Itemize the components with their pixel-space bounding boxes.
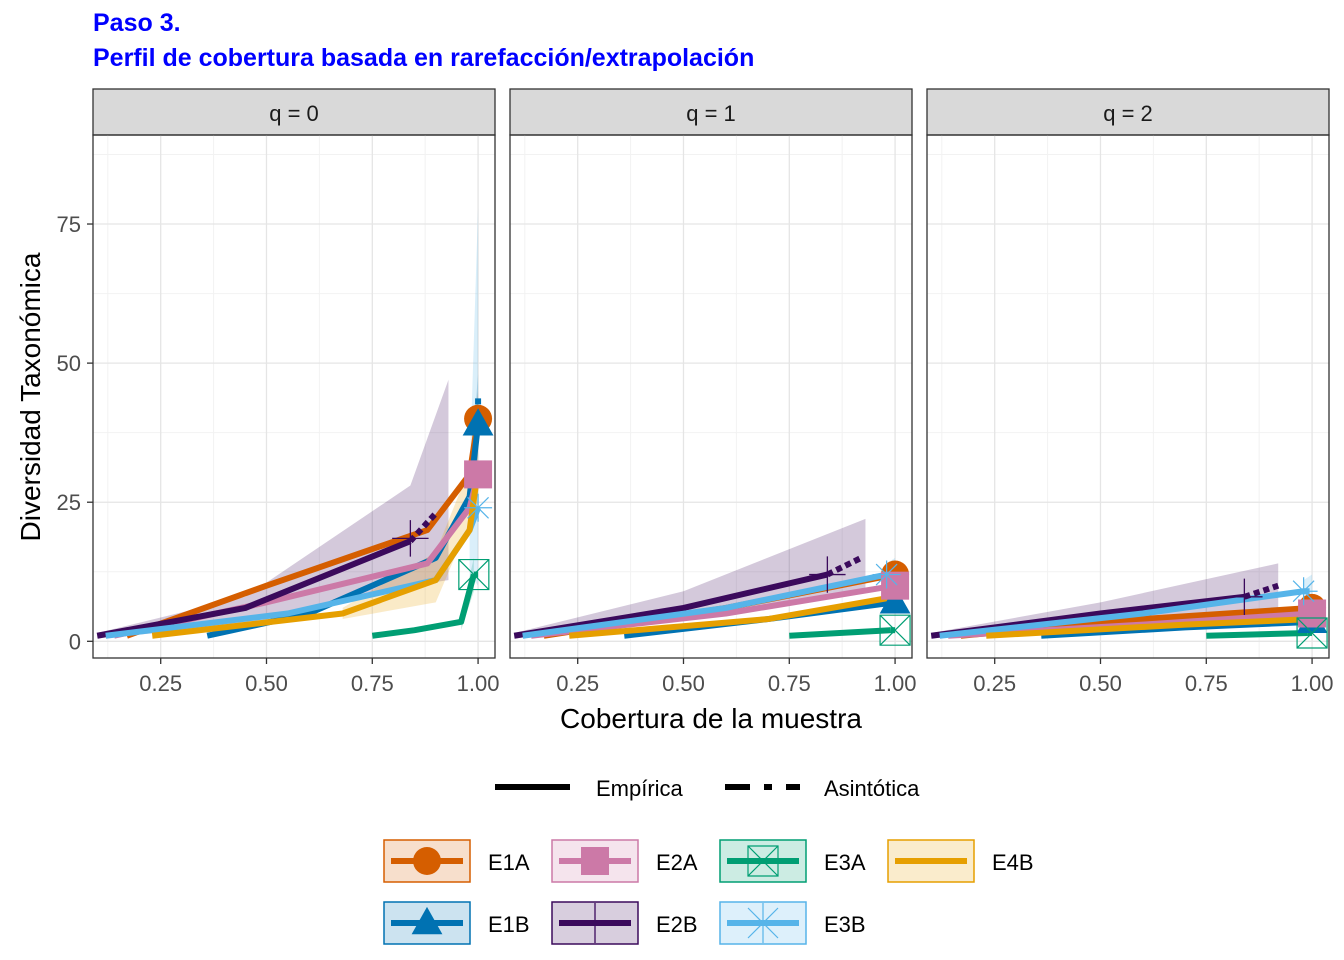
facet-strip-label: q = 2 bbox=[1103, 101, 1153, 126]
series-point-E2B bbox=[1226, 578, 1263, 615]
panel-border bbox=[92, 134, 496, 659]
series-line-E2B bbox=[96, 538, 412, 639]
series-point-E2B bbox=[392, 520, 429, 557]
series-line-E3A bbox=[371, 573, 477, 639]
facet-strip-label: q = 0 bbox=[269, 101, 319, 126]
chart-title: Paso 3. bbox=[93, 9, 181, 37]
chart-subtitle: Perfil de cobertura basada en rarefacció… bbox=[93, 44, 755, 72]
facet-strip bbox=[926, 88, 1330, 136]
y-tick-label: 25 bbox=[57, 490, 81, 515]
x-tick-label: 0.25 bbox=[556, 671, 599, 696]
legend-series: E1A E2A E3A E4B E1B E2B E3B bbox=[383, 839, 1034, 945]
series-point-E2B bbox=[809, 556, 846, 593]
series-point-E3B bbox=[464, 493, 493, 522]
x-tick-label: 0.50 bbox=[1079, 671, 1122, 696]
series-line-E4B bbox=[151, 468, 482, 639]
y-axis-title: Diversidad Taxonómica bbox=[15, 252, 46, 541]
series-point-E2A bbox=[881, 571, 910, 600]
x-axis-title: Cobertura de la muestra bbox=[560, 703, 862, 734]
legend-marker bbox=[411, 906, 443, 935]
y-tick-label: 75 bbox=[57, 212, 81, 237]
confidence-band-E2B bbox=[97, 379, 449, 639]
series-point-E3A bbox=[1296, 617, 1328, 649]
series-point-E3B bbox=[1289, 577, 1318, 606]
legend-marker bbox=[581, 847, 609, 875]
legend-label-E2B: E2B bbox=[656, 912, 698, 937]
series-line-E4B bbox=[986, 616, 1313, 639]
x-tick-label: 0.75 bbox=[351, 671, 394, 696]
series-extrapolated-E2B bbox=[1243, 582, 1280, 600]
legend-label-E3B: E3B bbox=[824, 912, 866, 937]
x-tick-label: 1.00 bbox=[457, 671, 500, 696]
series-line-E3B bbox=[522, 571, 888, 639]
panel-border bbox=[509, 134, 913, 659]
legend-marker bbox=[743, 903, 783, 943]
legend-label-E1A: E1A bbox=[488, 850, 530, 875]
legend-label-E2A: E2A bbox=[656, 850, 698, 875]
y-tick-label: 50 bbox=[57, 351, 81, 376]
confidence-band-E2B bbox=[931, 563, 1279, 639]
x-tick-label: 1.00 bbox=[1291, 671, 1334, 696]
series-point-E3A bbox=[879, 614, 911, 646]
confidence-band-E4B bbox=[342, 446, 479, 620]
x-tick-label: 0.50 bbox=[245, 671, 288, 696]
x-tick-label: 0.50 bbox=[662, 671, 705, 696]
x-tick-label: 0.75 bbox=[1185, 671, 1228, 696]
legend-marker bbox=[747, 845, 779, 877]
facet-panel-1: q = 1 0.25 0.50 0.75 1.00 bbox=[509, 88, 917, 696]
series-point-E2A bbox=[464, 460, 493, 489]
x-tick-label: 0.75 bbox=[768, 671, 811, 696]
facet-panel-0: q = 0 0.25 0.50 0.75 1.00 0 25 50 75 bbox=[57, 88, 500, 696]
panel-border bbox=[926, 134, 1330, 659]
legend-label-E3A: E3A bbox=[824, 850, 866, 875]
legend-label-asymptotic: Asintótica bbox=[824, 776, 920, 801]
legend-label-E4B: E4B bbox=[992, 850, 1034, 875]
x-tick-label: 0.25 bbox=[139, 671, 182, 696]
y-tick-label: 0 bbox=[69, 629, 81, 654]
facet-strip bbox=[509, 88, 913, 136]
legend-marker bbox=[413, 847, 441, 875]
series-point-E3A bbox=[458, 558, 490, 591]
series-point-E3B bbox=[872, 560, 901, 589]
x-tick-label: 0.25 bbox=[973, 671, 1016, 696]
series-point-E1B bbox=[462, 408, 494, 436]
series-line-E3A bbox=[789, 627, 892, 639]
facet-panel-2: q = 2 0.25 0.50 0.75 1.00 bbox=[926, 88, 1334, 696]
series-extrapolated-E2B bbox=[408, 511, 438, 544]
facet-strip-label: q = 1 bbox=[686, 101, 736, 126]
series-line-E3B bbox=[939, 588, 1305, 639]
legend-label-empirical: Empírica bbox=[596, 776, 684, 801]
legend-label-E1B: E1B bbox=[488, 912, 530, 937]
x-tick-label: 1.00 bbox=[874, 671, 917, 696]
legend-linetype: Empírica Asintótica bbox=[495, 776, 920, 801]
series-point-E1B bbox=[879, 586, 911, 614]
series-line-E3A bbox=[1206, 629, 1308, 639]
series-extrapolated-E2B bbox=[826, 555, 863, 578]
series-line-E4B bbox=[568, 593, 896, 639]
